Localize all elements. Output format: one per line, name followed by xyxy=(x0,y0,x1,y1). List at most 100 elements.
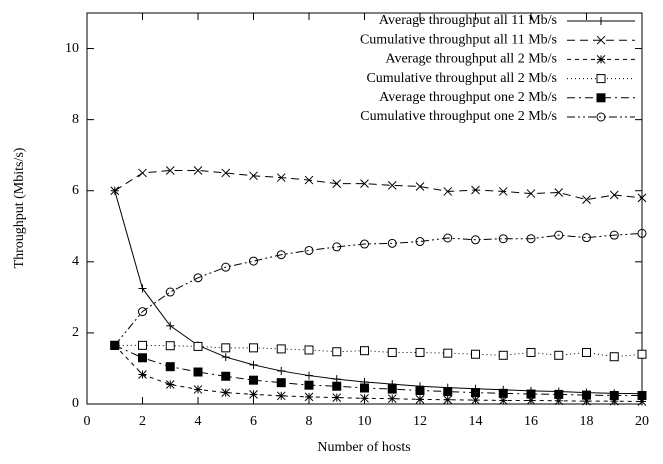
marker-shape xyxy=(582,347,591,357)
series-line xyxy=(114,190,643,395)
marker-shape xyxy=(554,230,564,240)
data-point xyxy=(221,262,231,272)
data-point xyxy=(165,380,175,389)
marker-shape xyxy=(304,380,314,390)
marker-shape xyxy=(609,230,619,240)
data-point xyxy=(305,371,313,380)
marker-stroke xyxy=(276,391,286,401)
marker-shape xyxy=(498,234,508,244)
data-point xyxy=(360,393,369,403)
marker-shape xyxy=(360,383,369,393)
data-point xyxy=(387,394,397,404)
data-point xyxy=(165,166,175,175)
x-tick-label: 10 xyxy=(358,414,372,429)
marker-shape xyxy=(387,384,397,394)
marker-stroke xyxy=(276,173,286,182)
marker-shape xyxy=(596,93,606,103)
data-point xyxy=(249,390,258,399)
data-point xyxy=(609,390,619,400)
marker-shape xyxy=(249,343,258,353)
marker-stroke xyxy=(138,168,147,178)
x-tick-label: 0 xyxy=(84,414,91,429)
series-line xyxy=(114,232,643,346)
marker-shape xyxy=(596,74,606,84)
marker-stroke xyxy=(193,385,203,394)
data-point xyxy=(360,346,369,356)
marker-shape xyxy=(193,367,203,377)
marker-stroke xyxy=(554,188,564,197)
marker-shape xyxy=(498,350,508,360)
legend-marker xyxy=(596,93,606,103)
x-tick-label: 18 xyxy=(580,414,594,429)
marker-stroke xyxy=(387,394,397,404)
legend-label: Cumulative throughput all 2 Mb/s xyxy=(366,71,557,86)
marker-stroke xyxy=(387,181,397,190)
data-point xyxy=(304,392,314,402)
marker-shape xyxy=(554,389,564,399)
marker-stroke xyxy=(221,168,231,178)
marker-shape xyxy=(415,237,425,247)
marker-stroke xyxy=(193,166,203,175)
data-point xyxy=(276,173,286,182)
legend-label: Average throughput all 11 Mb/s xyxy=(379,13,557,28)
data-point xyxy=(609,352,619,362)
marker-shape xyxy=(471,388,480,398)
marker-shape xyxy=(138,340,147,350)
data-point xyxy=(415,237,425,247)
marker-shape xyxy=(387,347,397,357)
data-point xyxy=(360,239,369,249)
marker-stroke xyxy=(443,187,453,196)
legend-label: Cumulative throughput one 2 Mb/s xyxy=(360,109,557,124)
data-point xyxy=(415,395,425,404)
marker-shape xyxy=(249,375,258,385)
x-tick-label: 20 xyxy=(635,414,649,429)
marker-stroke xyxy=(637,193,647,203)
x-tick-label: 14 xyxy=(469,414,483,429)
marker-shape xyxy=(165,362,175,372)
marker-shape xyxy=(360,239,369,249)
marker-stroke xyxy=(360,393,369,403)
data-point xyxy=(498,187,508,196)
data-point xyxy=(249,171,258,181)
marker-stroke xyxy=(332,393,342,402)
marker-shape xyxy=(332,381,342,391)
marker-shape xyxy=(526,234,536,244)
marker-stroke xyxy=(443,395,453,405)
legend-marker xyxy=(596,74,606,84)
data-point xyxy=(193,367,203,377)
data-point xyxy=(304,380,314,390)
data-point xyxy=(443,387,453,397)
data-point xyxy=(165,362,175,372)
data-point xyxy=(415,182,425,191)
data-point xyxy=(526,389,536,399)
data-point xyxy=(138,307,147,317)
legend-marker xyxy=(597,17,605,25)
marker-stroke xyxy=(332,179,342,188)
data-point xyxy=(554,389,564,399)
data-point xyxy=(609,230,619,240)
data-point xyxy=(221,388,231,397)
marker-shape xyxy=(582,390,591,400)
marker-shape xyxy=(637,390,647,400)
y-axis-label: Throughput (Mbits/s) xyxy=(12,147,27,268)
marker-shape xyxy=(276,344,286,354)
marker-stroke xyxy=(596,55,606,64)
series-line xyxy=(114,169,643,201)
data-point xyxy=(443,348,453,358)
marker-shape xyxy=(332,242,342,252)
data-point xyxy=(637,390,647,400)
data-point xyxy=(582,390,591,400)
marker-stroke xyxy=(360,179,369,188)
marker-shape xyxy=(443,233,453,243)
data-point xyxy=(582,233,591,243)
marker-shape xyxy=(443,387,453,397)
data-point xyxy=(471,235,480,245)
data-point xyxy=(276,344,286,354)
x-tick-label: 12 xyxy=(413,414,427,429)
marker-shape xyxy=(609,352,619,362)
marker-shape xyxy=(110,340,120,350)
marker-stroke xyxy=(138,370,147,379)
marker-stroke xyxy=(471,185,480,195)
data-point xyxy=(443,233,453,243)
data-point xyxy=(276,378,286,388)
